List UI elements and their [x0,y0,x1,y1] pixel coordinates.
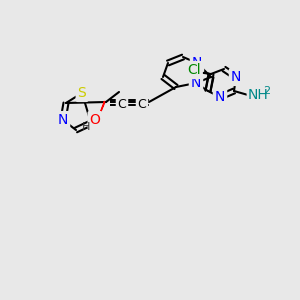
Text: NH: NH [248,88,269,102]
Text: S: S [78,86,86,100]
Text: O: O [90,113,101,127]
Polygon shape [99,101,104,116]
Text: C: C [118,98,126,110]
Text: C: C [138,98,146,110]
Text: N: N [58,113,68,127]
Text: N: N [191,76,201,90]
Text: N: N [192,56,202,70]
Text: 2: 2 [263,86,270,96]
Text: N: N [215,90,225,104]
Text: N: N [231,70,241,84]
Text: Cl: Cl [187,63,201,77]
Text: H: H [82,122,90,132]
